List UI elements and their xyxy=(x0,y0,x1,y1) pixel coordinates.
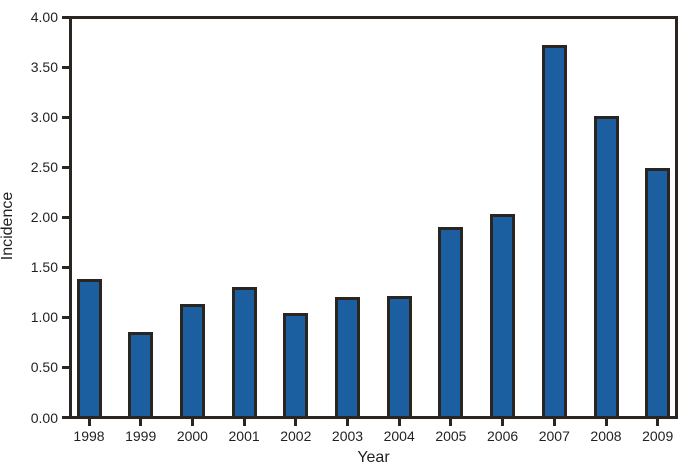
y-tick-label-2.00: 2.00 xyxy=(30,209,58,226)
y-tick-label-0.00: 0.00 xyxy=(30,409,58,426)
x-tick-mark-2003 xyxy=(346,419,349,426)
bar-2002 xyxy=(283,313,309,416)
bar-2007 xyxy=(541,45,567,416)
plot-area xyxy=(69,16,678,419)
x-tick-label-2009: 2009 xyxy=(642,428,674,444)
bar-1998 xyxy=(76,279,102,416)
y-tick-label-0.50: 0.50 xyxy=(30,359,58,376)
bar-2003 xyxy=(335,297,360,416)
bar-2001 xyxy=(231,287,257,416)
x-tick-mark-2002 xyxy=(294,419,298,426)
x-tick-label-1999: 1999 xyxy=(125,428,157,444)
x-tick-label-2002: 2002 xyxy=(280,428,312,444)
x-tick-label-2006: 2006 xyxy=(487,428,519,444)
y-tick-label-2.50: 2.50 xyxy=(30,159,58,176)
y-tick-mark-2.50 xyxy=(62,165,69,169)
x-tick-mark-2007 xyxy=(552,419,556,426)
x-tick-mark-1998 xyxy=(87,419,91,426)
x-tick-mark-1999 xyxy=(139,419,143,426)
y-tick-mark-1.00 xyxy=(62,315,69,319)
y-tick-mark-1.50 xyxy=(62,265,69,269)
x-tick-mark-2001 xyxy=(242,419,246,426)
y-tick-mark-3.50 xyxy=(62,65,69,69)
x-tick-mark-2000 xyxy=(190,419,194,426)
x-tick-mark-2008 xyxy=(604,419,608,426)
y-tick-mark-0.00 xyxy=(62,416,69,419)
x-tick-mark-2004 xyxy=(397,419,401,426)
y-tick-label-1.50: 1.50 xyxy=(30,259,58,276)
x-axis-title: Year xyxy=(357,449,390,466)
bar-2004 xyxy=(386,296,412,416)
bar-2009 xyxy=(645,168,671,416)
x-tick-label-2003: 2003 xyxy=(331,428,364,444)
y-tick-label-3.50: 3.50 xyxy=(30,59,58,76)
bar-2000 xyxy=(179,304,205,416)
bar-2008 xyxy=(593,116,619,416)
bar-2006 xyxy=(490,214,516,416)
y-tick-label-1.00: 1.00 xyxy=(30,309,58,326)
y-tick-mark-0.50 xyxy=(62,365,69,369)
y-tick-label-4.00: 4.00 xyxy=(30,9,58,26)
x-tick-label-2001: 2001 xyxy=(228,428,260,444)
x-tick-label-2004: 2004 xyxy=(383,428,415,444)
bar-2005 xyxy=(438,227,464,416)
y-tick-mark-4.00 xyxy=(62,15,69,19)
y-axis-title: Incidence xyxy=(0,191,16,261)
x-tick-mark-2005 xyxy=(449,419,453,426)
x-tick-label-2007: 2007 xyxy=(538,428,570,444)
x-tick-label-1998: 1998 xyxy=(73,428,105,444)
x-tick-mark-2006 xyxy=(501,419,505,426)
x-tick-mark-2009 xyxy=(656,419,660,426)
x-tick-label-2000: 2000 xyxy=(176,428,208,444)
x-tick-label-2008: 2008 xyxy=(590,428,622,444)
y-tick-mark-2.00 xyxy=(62,215,69,219)
bar-1999 xyxy=(128,332,154,416)
y-tick-mark-3.00 xyxy=(62,115,69,119)
x-tick-label-2005: 2005 xyxy=(435,428,467,444)
y-tick-label-3.00: 3.00 xyxy=(30,109,58,126)
